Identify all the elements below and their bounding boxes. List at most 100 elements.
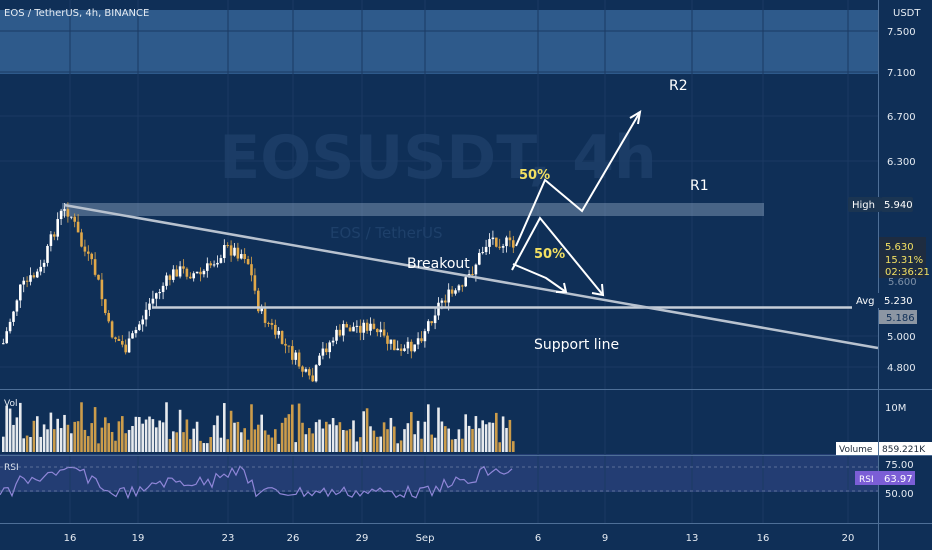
volume-bar xyxy=(229,410,233,452)
volume-bar xyxy=(219,437,223,452)
volume-bar xyxy=(206,443,209,452)
candle-body xyxy=(243,254,246,260)
volume-bar xyxy=(226,439,229,452)
candle-body xyxy=(297,352,301,367)
candle-body xyxy=(338,329,342,336)
volume-bar xyxy=(73,421,76,452)
candle-body xyxy=(495,237,498,247)
volume-bar xyxy=(209,437,212,452)
volume-bar xyxy=(223,403,226,452)
candle-body xyxy=(433,315,437,324)
candle-body xyxy=(427,321,430,332)
volume-bar xyxy=(22,438,25,452)
volume-bar xyxy=(151,419,155,452)
candle-body xyxy=(253,275,257,291)
volume-bar xyxy=(124,433,127,452)
volume-bar xyxy=(352,420,355,452)
candle-body xyxy=(216,262,219,265)
candle-body xyxy=(512,240,515,248)
high-tag: High xyxy=(852,200,875,211)
volume-bar xyxy=(32,420,36,452)
candle-body xyxy=(382,329,386,336)
volume-bar xyxy=(478,428,481,452)
candle-body xyxy=(100,279,104,300)
volume-bar xyxy=(389,417,393,452)
volume-bar xyxy=(297,403,301,452)
avg-value-box xyxy=(881,293,913,308)
candle-body xyxy=(131,333,134,339)
symbol-title[interactable]: EOS / TetherUS, 4h, BINANCE xyxy=(4,8,149,19)
volume-bar xyxy=(498,442,501,452)
volume-bar xyxy=(396,443,399,452)
candle-body xyxy=(491,237,495,240)
volume-bar xyxy=(461,438,464,452)
time-tick: 26 xyxy=(287,533,300,544)
volume-bar xyxy=(447,428,450,452)
candle-body xyxy=(450,289,454,294)
volume-bar xyxy=(80,402,83,452)
price-axis[interactable]: 7.500 7.100 6.700 6.300 5.000 4.800 xyxy=(887,27,916,374)
candle-body xyxy=(277,331,280,335)
volume-bar xyxy=(110,431,114,452)
avg-tag-box xyxy=(852,293,881,308)
candle-body xyxy=(155,293,158,299)
candle-body xyxy=(304,369,308,372)
volume-bar xyxy=(369,426,372,452)
volume-bar xyxy=(25,435,29,452)
candle-body xyxy=(144,309,148,320)
candle-body xyxy=(403,348,406,351)
volume-bar xyxy=(287,414,291,452)
volume-bar xyxy=(175,432,178,452)
volume-bar xyxy=(335,425,338,452)
candle-body xyxy=(331,340,335,343)
volume-bar xyxy=(430,434,433,452)
volume-bar xyxy=(267,434,270,452)
candle-body xyxy=(56,219,59,237)
rsi-value: 63.97 xyxy=(884,474,913,485)
volume-bar xyxy=(410,412,413,452)
candle-body xyxy=(49,234,53,246)
candle-body xyxy=(25,280,29,282)
candle-body xyxy=(182,266,185,269)
avg-value: 5.230 xyxy=(884,296,913,307)
volume-bar xyxy=(2,436,5,452)
time-axis[interactable]: 16 19 23 26 29 Sep 6 9 13 16 20 xyxy=(64,533,855,544)
volume-bar xyxy=(233,422,236,452)
volume-bar xyxy=(308,428,311,452)
candle-body xyxy=(396,348,399,351)
candle-body xyxy=(219,258,223,263)
volume-bar xyxy=(280,422,284,452)
candle-body xyxy=(291,346,294,360)
candle-body xyxy=(134,329,138,334)
volume-bar xyxy=(100,427,104,452)
price-tick: 5.000 xyxy=(887,332,916,343)
volume-bar xyxy=(189,439,192,452)
volume-bar xyxy=(240,432,243,452)
candle-body xyxy=(158,292,161,294)
candle-body xyxy=(257,290,260,312)
candle-body xyxy=(284,343,287,346)
volume-bar xyxy=(457,429,461,452)
candle-body xyxy=(311,375,314,382)
candle-body xyxy=(318,355,321,366)
candle-body xyxy=(229,245,233,256)
rsi-band xyxy=(0,454,878,492)
volume-bar xyxy=(182,432,185,452)
candle-body xyxy=(93,259,97,275)
volume-bar xyxy=(161,422,165,452)
volume-bar xyxy=(338,422,342,452)
time-tick: 20 xyxy=(842,533,855,544)
volume-bar xyxy=(488,422,491,452)
candle-body xyxy=(321,348,325,356)
candle-body xyxy=(110,321,114,338)
candle-body xyxy=(474,264,478,275)
volume-bar xyxy=(464,414,467,452)
volume-bar xyxy=(294,442,297,452)
price-tick: 7.500 xyxy=(887,27,916,38)
partial-box xyxy=(879,310,917,324)
volume-value: 859.221K xyxy=(882,445,926,455)
time-tick: 19 xyxy=(132,533,145,544)
time-tick: 13 xyxy=(686,533,699,544)
candle-body xyxy=(2,343,5,345)
